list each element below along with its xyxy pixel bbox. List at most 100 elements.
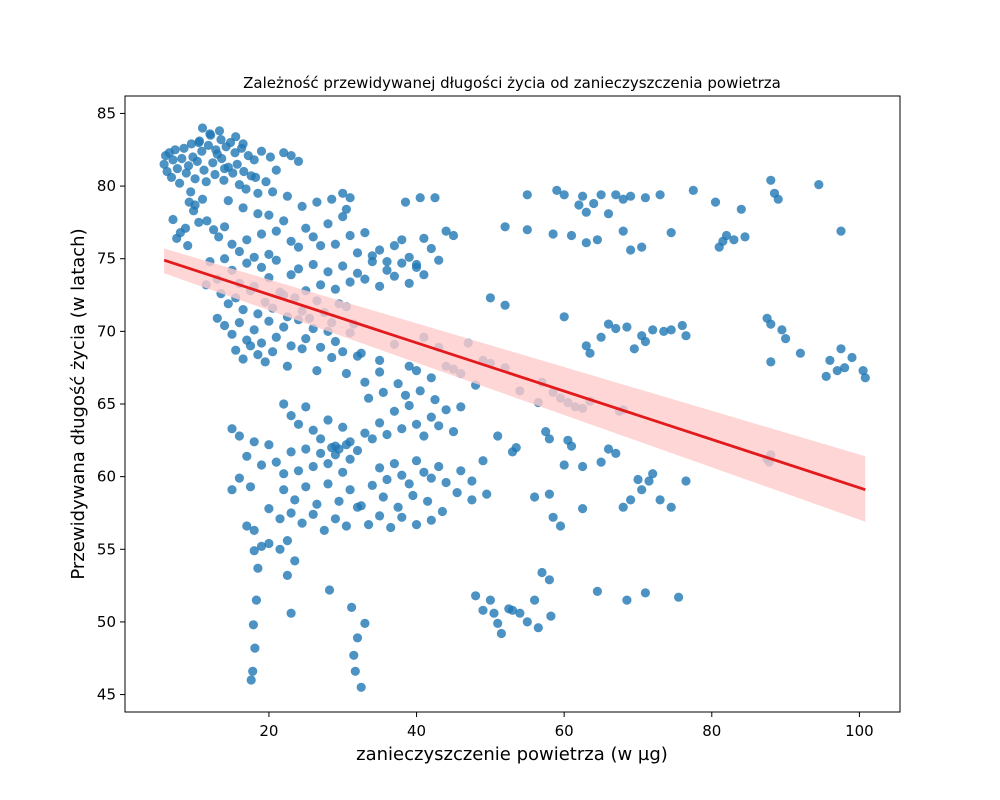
data-point <box>681 476 691 486</box>
data-point <box>637 242 647 252</box>
y-axis: 45 50 55 60 65 70 75 80 85 <box>97 104 125 704</box>
data-point <box>214 232 224 242</box>
data-point <box>773 194 783 204</box>
data-point <box>183 161 194 171</box>
data-point <box>478 456 488 466</box>
data-point <box>249 325 259 335</box>
data-point <box>522 225 532 235</box>
data-point <box>655 190 665 200</box>
data-point <box>279 469 289 479</box>
data-point <box>217 153 227 164</box>
data-point <box>419 431 429 441</box>
data-point <box>448 230 459 241</box>
data-point <box>282 361 292 371</box>
data-point <box>323 459 333 469</box>
x-tick-label: 60 <box>555 722 574 740</box>
data-point <box>293 242 304 252</box>
data-point <box>242 258 252 268</box>
data-point <box>256 262 267 272</box>
data-point <box>179 143 189 153</box>
data-point <box>507 605 518 615</box>
data-point <box>312 366 322 376</box>
data-point <box>186 139 196 149</box>
data-point <box>611 323 621 334</box>
data-point <box>293 156 304 166</box>
data-point <box>566 230 577 241</box>
data-point <box>441 405 451 415</box>
data-point <box>375 355 385 365</box>
data-point <box>836 226 846 236</box>
data-point <box>415 193 425 203</box>
data-point <box>180 223 191 233</box>
data-point <box>316 434 326 444</box>
data-point <box>279 399 289 409</box>
data-point <box>626 191 636 201</box>
data-point <box>271 226 281 236</box>
data-point <box>397 424 407 434</box>
data-point <box>265 152 275 162</box>
data-point <box>404 361 414 371</box>
data-point <box>297 344 307 354</box>
data-point <box>589 198 599 209</box>
data-point <box>293 466 304 476</box>
data-point <box>194 217 204 227</box>
data-point <box>210 169 220 180</box>
data-point <box>581 207 591 217</box>
data-point <box>530 492 540 502</box>
data-point <box>301 334 311 344</box>
data-point <box>319 525 329 536</box>
data-point <box>246 675 256 685</box>
data-point <box>378 387 388 397</box>
data-point <box>349 650 359 660</box>
data-point <box>282 536 292 546</box>
data-point <box>574 200 584 210</box>
data-point <box>239 166 249 177</box>
data-point <box>249 525 259 536</box>
data-point <box>603 444 614 454</box>
data-point <box>248 666 258 676</box>
data-point <box>367 434 377 444</box>
data-point <box>341 521 351 531</box>
data-point <box>345 193 355 203</box>
data-point <box>393 379 403 389</box>
data-point <box>203 140 213 150</box>
data-point <box>596 457 606 467</box>
x-axis: 20 40 60 80 100 <box>259 712 874 740</box>
data-point <box>397 470 407 480</box>
data-point <box>386 522 396 533</box>
data-point <box>777 325 787 335</box>
data-point <box>234 473 244 483</box>
data-point <box>566 441 577 451</box>
data-point <box>548 229 558 239</box>
data-point <box>825 355 835 365</box>
data-point <box>530 595 540 605</box>
data-point <box>364 393 374 403</box>
data-point <box>356 348 366 358</box>
data-point <box>456 402 466 412</box>
data-point <box>596 190 606 200</box>
data-point <box>264 210 274 220</box>
data-point <box>308 509 318 519</box>
data-point <box>168 214 178 225</box>
data-point <box>327 194 337 204</box>
data-point <box>544 575 555 585</box>
data-point <box>578 191 588 201</box>
data-point <box>286 508 296 518</box>
chart-title: Zależność przewidywanej długości życia o… <box>243 74 781 92</box>
data-point <box>197 194 208 204</box>
data-point <box>330 284 340 294</box>
data-point <box>611 190 621 200</box>
data-point <box>721 230 732 241</box>
data-point <box>618 194 628 204</box>
data-point <box>640 193 651 203</box>
data-point <box>316 280 326 290</box>
data-point <box>286 341 296 351</box>
data-point <box>659 326 669 336</box>
data-point <box>316 342 326 352</box>
data-point <box>626 495 636 505</box>
data-point <box>227 485 237 495</box>
data-point <box>596 332 606 342</box>
data-point <box>251 595 261 605</box>
data-point <box>253 309 263 319</box>
